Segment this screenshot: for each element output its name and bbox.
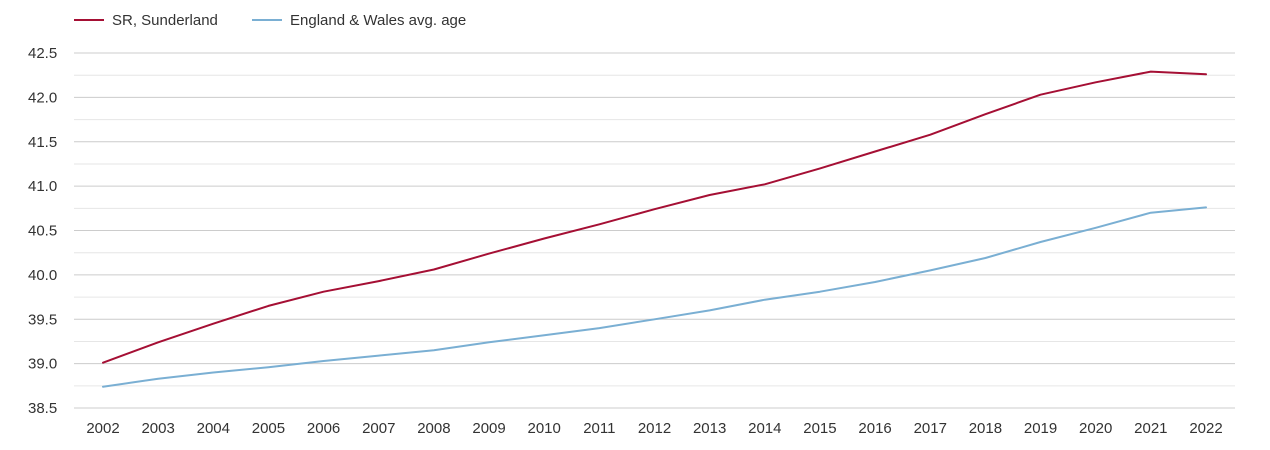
x-tick-label: 2003 bbox=[141, 420, 174, 437]
x-tick-label: 2002 bbox=[86, 420, 119, 437]
gridlines bbox=[74, 52, 1235, 409]
x-tick-label: 2009 bbox=[472, 420, 505, 437]
y-tick-label: 42.0 bbox=[28, 89, 57, 106]
x-tick-label: 2012 bbox=[638, 420, 671, 437]
legend-item-sunderland[interactable]: SR, Sunderland bbox=[74, 12, 218, 29]
y-axis-tick-labels: 38.5 39.0 39.5 40.0 40.5 41.0 41.5 42.0 42.5 bbox=[28, 45, 57, 417]
legend-label-england-wales: England & Wales avg. age bbox=[290, 12, 466, 29]
series-lines bbox=[102, 70, 1207, 388]
legend: SR, Sunderland England & Wales avg. age bbox=[74, 12, 466, 29]
x-tick-label: 2018 bbox=[969, 420, 1002, 437]
series-line-england-wales bbox=[102, 206, 1207, 388]
x-tick-label: 2004 bbox=[197, 420, 230, 437]
x-tick-label: 2013 bbox=[693, 420, 726, 437]
y-tick-label: 41.5 bbox=[28, 134, 57, 151]
series-line-sunderland bbox=[102, 70, 1207, 364]
x-tick-label: 2006 bbox=[307, 420, 340, 437]
x-tick-label: 2005 bbox=[252, 420, 285, 437]
y-tick-label: 39.5 bbox=[28, 311, 57, 328]
x-tick-label: 2007 bbox=[362, 420, 395, 437]
y-tick-label: 42.5 bbox=[28, 45, 57, 62]
x-tick-label: 2020 bbox=[1079, 420, 1112, 437]
x-tick-label: 2022 bbox=[1189, 420, 1222, 437]
y-tick-label: 40.0 bbox=[28, 267, 57, 284]
x-tick-label: 2015 bbox=[803, 420, 836, 437]
x-tick-label: 2008 bbox=[417, 420, 450, 437]
x-tick-label: 2017 bbox=[914, 420, 947, 437]
x-tick-label: 2016 bbox=[858, 420, 891, 437]
x-tick-label: 2014 bbox=[748, 420, 781, 437]
x-tick-label: 2010 bbox=[528, 420, 561, 437]
y-tick-label: 41.0 bbox=[28, 178, 57, 195]
x-tick-label: 2019 bbox=[1024, 420, 1057, 437]
legend-label-sunderland: SR, Sunderland bbox=[112, 12, 218, 29]
x-tick-label: 2011 bbox=[583, 420, 615, 437]
y-tick-label: 39.0 bbox=[28, 356, 57, 373]
legend-item-england-wales[interactable]: England & Wales avg. age bbox=[252, 12, 466, 29]
y-tick-label: 38.5 bbox=[28, 400, 57, 417]
x-tick-label: 2021 bbox=[1134, 420, 1167, 437]
y-tick-label: 40.5 bbox=[28, 223, 57, 240]
x-axis-tick-labels: 2002 2003 2004 2005 2006 2007 2008 2009 2010 2011… bbox=[86, 420, 1222, 437]
